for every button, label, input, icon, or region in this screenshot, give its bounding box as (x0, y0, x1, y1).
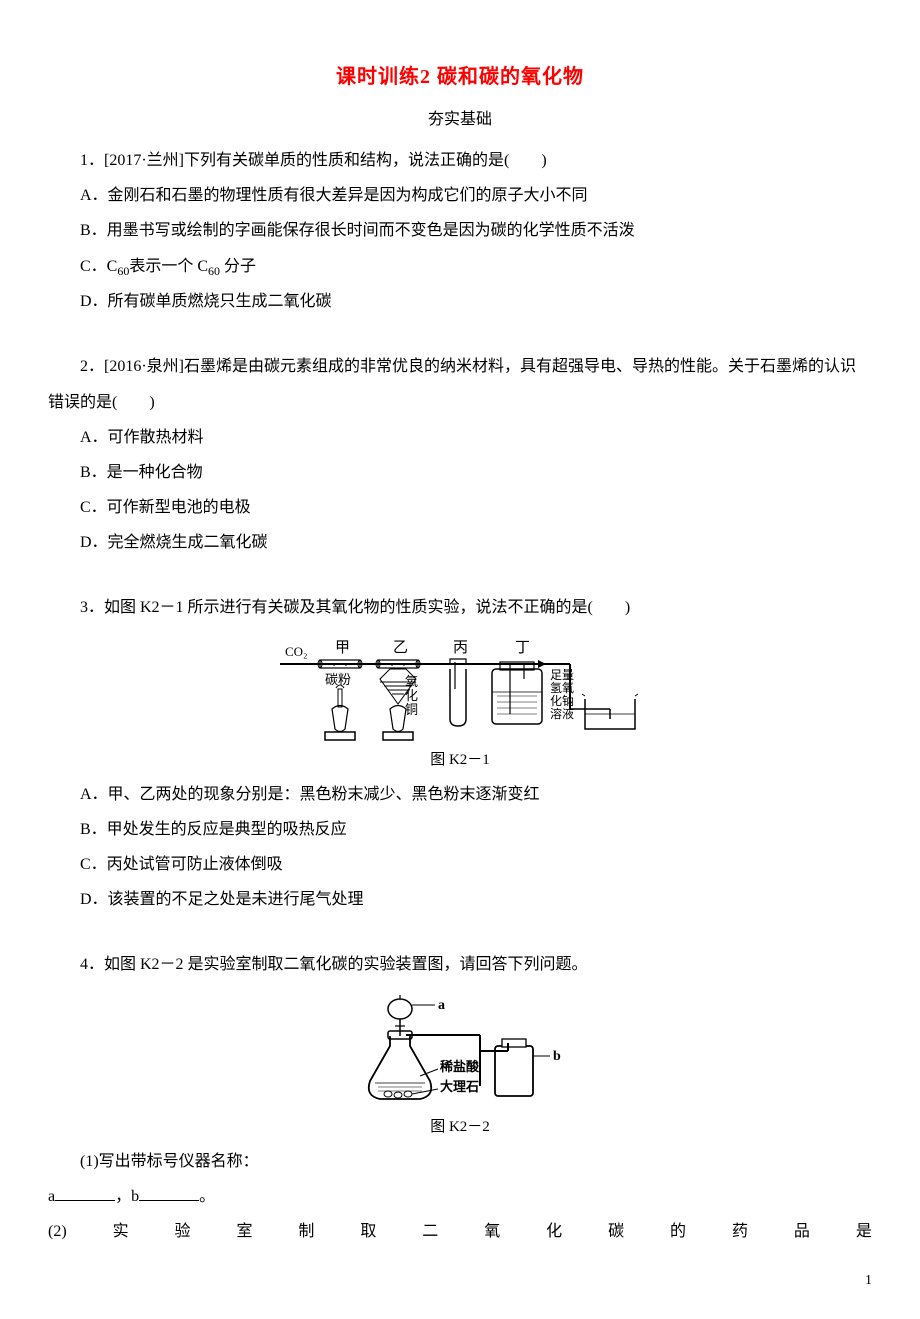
q4-sub2-c12: 品 (794, 1214, 810, 1249)
q4-diagram-svg: a 稀盐酸 大理石 b (350, 991, 570, 1111)
q4-caption: 图 K2－2 (48, 1115, 872, 1136)
q4-figure: a 稀盐酸 大理石 b 图 K2－2 (48, 991, 872, 1136)
q3-label-naoh1: 足量 (550, 668, 574, 682)
q4-sub2-c11: 药 (732, 1214, 748, 1249)
q4-sub2-c2: 验 (175, 1214, 191, 1249)
q4-blank-b (139, 1185, 199, 1201)
q1-c-suffix: 分子 (224, 258, 256, 275)
q4-sub2-c6: 二 (422, 1214, 438, 1249)
q4-sub2-c0: (2) (48, 1214, 67, 1249)
q4-sub2-c5: 取 (360, 1214, 376, 1249)
q1-c-sub1: 60 (117, 264, 129, 278)
q3-option-c: C．丙处试管可防止液体倒吸 (48, 847, 872, 882)
q4-stem: 4．如图 K2－2 是实验室制取二氧化碳的实验装置图，请回答下列问题。 (48, 947, 872, 982)
q1-option-a: A．金刚石和石墨的物理性质有很大差异是因为构成它们的原子大小不同 (48, 178, 872, 213)
q1-option-d: D．所有碳单质燃烧只生成二氧化碳 (48, 284, 872, 319)
q4-sub1-b: ，b (115, 1188, 139, 1205)
q3-caption: 图 K2－1 (48, 748, 872, 769)
q4-sub2-c10: 的 (670, 1214, 686, 1249)
q3-option-d: D．该装置的不足之处是未进行尾气处理 (48, 882, 872, 917)
q1-c-sub2: 60 (208, 264, 220, 278)
question-3: 3．如图 K2－1 所示进行有关碳及其氧化物的性质实验，说法不正确的是( ) C… (48, 590, 872, 917)
q4-sub2-c3: 室 (236, 1214, 252, 1249)
q4-sub2-c9: 碳 (608, 1214, 624, 1249)
q4-sub1: (1)写出带标号仪器名称： (48, 1144, 872, 1179)
q1-option-b: B．用墨书写或绘制的字画能保存很长时间而不变色是因为碳的化学性质不活泼 (48, 213, 872, 248)
q3-label-co2: CO₂ (285, 644, 308, 659)
q4-sub2-c8: 化 (546, 1214, 562, 1249)
q3-label-yht3: 铜 (405, 702, 418, 717)
q4-sub2-c4: 制 (298, 1214, 314, 1249)
q2-stem-p1: 2．[2016·泉州]石墨烯是由碳元素组成的非常优良的纳米材料，具有超强导电、导… (48, 349, 872, 384)
q4-label-dls: 大理石 (440, 1079, 479, 1094)
q4-label-b: b (553, 1049, 561, 1064)
q3-stem: 3．如图 K2－1 所示进行有关碳及其氧化物的性质实验，说法不正确的是( ) (48, 590, 872, 625)
q3-label-ding: 丁 (515, 640, 530, 656)
q3-label-yi: 乙 (393, 640, 408, 656)
q4-sub2-c13: 是 (856, 1214, 872, 1249)
q4-sub2-c7: 氧 (484, 1214, 500, 1249)
q3-diagram-svg: CO₂ 甲 碳粉 乙 氧 化 铜 (280, 634, 640, 744)
q2-option-c: C．可作新型电池的电极 (48, 490, 872, 525)
q3-label-tanfen: 碳粉 (325, 672, 351, 687)
q2-option-d: D．完全燃烧生成二氧化碳 (48, 525, 872, 560)
q4-sub1-a: a (48, 1188, 55, 1205)
page-number: 1 (865, 1273, 872, 1289)
q3-label-jia: 甲 (335, 640, 350, 656)
document-title: 课时训练2 碳和碳的氧化物 (48, 60, 872, 89)
q4-sub1-blanks: a ，b 。 (48, 1179, 872, 1214)
q2-stem-p2: 错误的是( ) (48, 385, 872, 420)
q3-label-naoh3: 化钠 (550, 693, 574, 708)
q4-blank-a (55, 1185, 115, 1201)
q1-option-c: C．C60表示一个 C60 分子 (48, 249, 872, 285)
q1-stem: 1．[2017·兰州]下列有关碳单质的性质和结构，说法正确的是( ) (48, 143, 872, 178)
q3-option-b: B．甲处发生的反应是典型的吸热反应 (48, 812, 872, 847)
question-1: 1．[2017·兰州]下列有关碳单质的性质和结构，说法正确的是( ) A．金刚石… (48, 143, 872, 319)
q1-c-mid: 表示一个 C (129, 258, 208, 275)
q3-label-naoh2: 氢氧 (550, 680, 574, 695)
q3-label-bing: 丙 (453, 640, 468, 656)
q1-c-prefix: C．C (80, 258, 117, 275)
q4-label-xys: 稀盐酸 (440, 1059, 480, 1074)
q3-option-a: A．甲、乙两处的现象分别是：黑色粉末减少、黑色粉末逐渐变红 (48, 777, 872, 812)
q3-figure: CO₂ 甲 碳粉 乙 氧 化 铜 (48, 634, 872, 769)
q2-option-a: A．可作散热材料 (48, 420, 872, 455)
question-2: 2．[2016·泉州]石墨烯是由碳元素组成的非常优良的纳米材料，具有超强导电、导… (48, 349, 872, 560)
q4-sub1-end: 。 (199, 1188, 215, 1205)
q2-option-b: B．是一种化合物 (48, 455, 872, 490)
q4-sub2: (2) 实 验 室 制 取 二 氧 化 碳 的 药 品 是 (48, 1214, 872, 1249)
document-subtitle: 夯实基础 (48, 105, 872, 129)
q4-label-a: a (438, 998, 445, 1013)
question-4: 4．如图 K2－2 是实验室制取二氧化碳的实验装置图，请回答下列问题。 a 稀 (48, 947, 872, 1249)
q4-sub2-c1: 实 (113, 1214, 129, 1249)
